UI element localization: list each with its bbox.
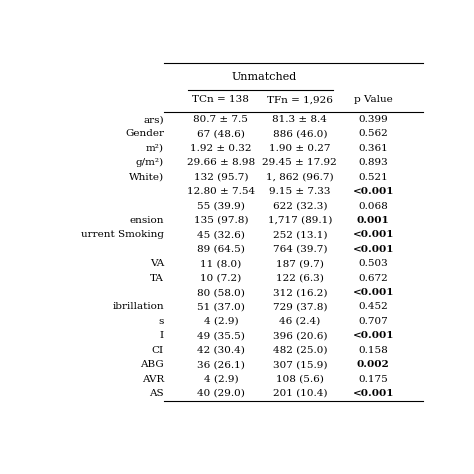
Text: 0.002: 0.002 [357,360,390,369]
Text: 764 (39.7): 764 (39.7) [273,245,327,254]
Text: 12.80 ± 7.54: 12.80 ± 7.54 [187,187,255,196]
Text: TA: TA [150,273,164,283]
Text: ars): ars) [143,115,164,124]
Text: 29.45 ± 17.92: 29.45 ± 17.92 [263,158,337,167]
Text: VA: VA [150,259,164,268]
Text: 81.3 ± 8.4: 81.3 ± 8.4 [273,115,328,124]
Text: 1, 862 (96.7): 1, 862 (96.7) [266,173,334,182]
Text: 201 (10.4): 201 (10.4) [273,389,327,398]
Text: ABG: ABG [140,360,164,369]
Text: 9.15 ± 7.33: 9.15 ± 7.33 [269,187,330,196]
Text: <0.001: <0.001 [353,187,394,196]
Text: 36 (26.1): 36 (26.1) [197,360,245,369]
Text: 4 (2.9): 4 (2.9) [203,317,238,326]
Text: 11 (8.0): 11 (8.0) [200,259,242,268]
Text: <0.001: <0.001 [353,230,394,239]
Text: g/m²): g/m²) [136,158,164,167]
Text: 135 (97.8): 135 (97.8) [194,216,248,225]
Text: I: I [160,331,164,340]
Text: 1.92 ± 0.32: 1.92 ± 0.32 [190,144,252,153]
Text: 396 (20.6): 396 (20.6) [273,331,327,340]
Text: <0.001: <0.001 [353,331,394,340]
Text: 0.001: 0.001 [357,216,390,225]
Text: ension: ension [129,216,164,225]
Text: 307 (15.9): 307 (15.9) [273,360,327,369]
Text: 55 (39.9): 55 (39.9) [197,201,245,210]
Text: 4 (2.9): 4 (2.9) [203,374,238,383]
Text: 886 (46.0): 886 (46.0) [273,129,327,138]
Text: 132 (95.7): 132 (95.7) [194,173,248,182]
Text: 0.175: 0.175 [358,374,388,383]
Text: 42 (30.4): 42 (30.4) [197,346,245,355]
Text: 312 (16.2): 312 (16.2) [273,288,327,297]
Text: 0.672: 0.672 [358,273,388,283]
Text: <0.001: <0.001 [353,288,394,297]
Text: 51 (37.0): 51 (37.0) [197,302,245,311]
Text: 122 (6.3): 122 (6.3) [276,273,324,283]
Text: 0.521: 0.521 [358,173,388,182]
Text: 0.399: 0.399 [358,115,388,124]
Text: White): White) [129,173,164,182]
Text: 0.452: 0.452 [358,302,388,311]
Text: m²): m²) [146,144,164,153]
Text: 89 (64.5): 89 (64.5) [197,245,245,254]
Text: p Value: p Value [354,95,393,104]
Text: 80 (58.0): 80 (58.0) [197,288,245,297]
Text: 0.503: 0.503 [358,259,388,268]
Text: 0.562: 0.562 [358,129,388,138]
Text: 1.90 ± 0.27: 1.90 ± 0.27 [269,144,330,153]
Text: 622 (32.3): 622 (32.3) [273,201,327,210]
Text: 0.707: 0.707 [358,317,388,326]
Text: <0.001: <0.001 [353,245,394,254]
Text: TCn = 138: TCn = 138 [192,95,249,104]
Text: 67 (48.6): 67 (48.6) [197,129,245,138]
Text: 10 (7.2): 10 (7.2) [200,273,242,283]
Text: urrent Smoking: urrent Smoking [81,230,164,239]
Text: 0.068: 0.068 [358,201,388,210]
Text: 40 (29.0): 40 (29.0) [197,389,245,398]
Text: 45 (32.6): 45 (32.6) [197,230,245,239]
Text: 187 (9.7): 187 (9.7) [276,259,324,268]
Text: 252 (13.1): 252 (13.1) [273,230,327,239]
Text: 46 (2.4): 46 (2.4) [279,317,320,326]
Text: 80.7 ± 7.5: 80.7 ± 7.5 [193,115,248,124]
Text: 0.158: 0.158 [358,346,388,355]
Text: ibrillation: ibrillation [112,302,164,311]
Text: AVR: AVR [142,374,164,383]
Text: TFn = 1,926: TFn = 1,926 [267,95,333,104]
Text: 729 (37.8): 729 (37.8) [273,302,327,311]
Text: AS: AS [149,389,164,398]
Text: 49 (35.5): 49 (35.5) [197,331,245,340]
Text: 1,717 (89.1): 1,717 (89.1) [268,216,332,225]
Text: Unmatched: Unmatched [231,72,297,82]
Text: 0.893: 0.893 [358,158,388,167]
Text: 482 (25.0): 482 (25.0) [273,346,327,355]
Text: Gender: Gender [125,129,164,138]
Text: 29.66 ± 8.98: 29.66 ± 8.98 [187,158,255,167]
Text: CI: CI [152,346,164,355]
Text: 0.361: 0.361 [358,144,388,153]
Text: 108 (5.6): 108 (5.6) [276,374,324,383]
Text: s: s [159,317,164,326]
Text: <0.001: <0.001 [353,389,394,398]
